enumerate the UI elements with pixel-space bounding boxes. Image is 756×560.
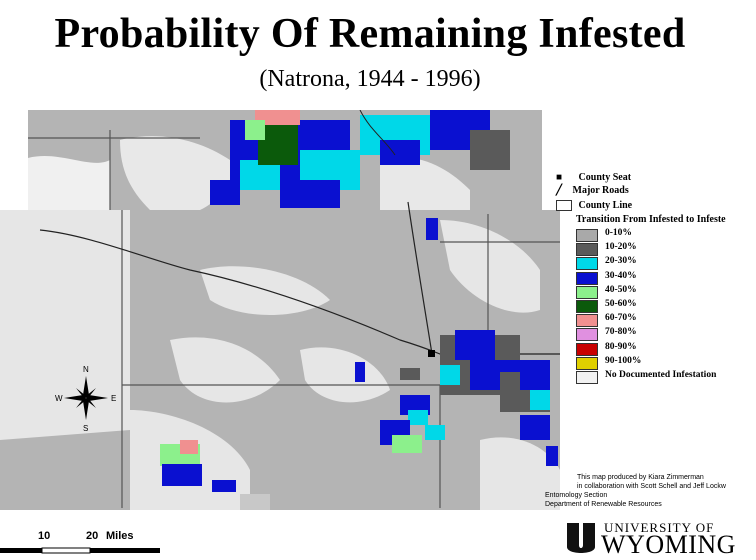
county-line-legend: County Line [556,200,633,212]
county-seat-marker [428,350,435,357]
county-seat-label: County Seat [578,172,632,183]
legend-swatch [576,257,598,271]
legend-label: No Documented Infestation [605,370,717,380]
legend-label: 10-20% [605,242,637,253]
county-seat-legend: ■ County Seat [556,172,631,183]
scale-segment [0,548,42,553]
scale-bar [0,547,160,554]
north-nodata-area [120,136,233,210]
legend-swatch [576,371,598,384]
logo-line2: WYOMING [601,530,736,559]
south-infestation-patches [160,218,558,510]
legend-swatch [576,300,598,313]
north-nodata-area [28,156,110,210]
legend-label: 0-10% [605,228,632,238]
major-road [39,229,560,355]
major-roads-label: Major Roads [572,185,629,196]
county-line-icon [556,200,572,212]
legend-swatch [576,342,598,356]
scale-segment [41,547,91,554]
major-roads-legend: ╱ Major Roads [556,185,629,196]
compass-e: E [111,394,116,403]
legend-swatch [576,243,598,257]
legend-swatch [576,271,598,285]
scale-unit: Miles [106,530,134,542]
scale-segment [90,548,160,553]
legend-label: 50-60% [605,299,637,309]
credits: This map produced by Kiara Zimmerman in … [545,473,726,509]
north-infestation-patches [210,110,510,208]
credit-line: Department of Renewable Resources [545,501,662,508]
infestation-map: N S W E [0,110,560,510]
credit-line: This map produced by Kiara Zimmerman [577,474,704,481]
legend-label: 90-100% [605,355,642,366]
credit-line: in collaboration with Scott Schell and J… [577,483,726,490]
legend-label: 60-70% [605,313,637,324]
compass-w: W [55,394,63,403]
county-line-label: County Line [578,200,633,211]
major-road [359,110,396,156]
legend-label: 40-50% [605,284,637,295]
legend-label: 20-30% [605,256,637,267]
map-title: Probability Of Remaining Infested [54,11,686,57]
legend-heading: Transition From Infested to Infeste [576,214,726,225]
north-nodata-area [380,157,470,210]
major-road [407,201,433,355]
scale-label-10: 10 [38,530,51,542]
university-logo [567,523,595,553]
legend-swatch [576,314,598,328]
u-mark [567,523,595,553]
road-icon: ╱ [556,185,563,196]
map-subtitle: (Natrona, 1944 - 1996) [259,66,481,92]
credit-line: Entomology Section [545,492,608,499]
legend-swatch [576,285,598,299]
legend-swatch [576,328,598,342]
legend-swatch [576,229,598,242]
scale-label-20: 20 [86,530,99,542]
compass-s: S [83,424,88,433]
legend-label: 80-90% [605,341,637,352]
legend-swatch [576,356,598,370]
county-line [28,130,560,508]
county-seat-icon: ■ [556,172,563,183]
compass-n: N [83,365,89,374]
legend-label: 30-40% [605,270,637,281]
legend-label: 70-80% [605,327,637,338]
logo-line1: UNIVERSITY OF [604,520,715,535]
compass-rose: N S W E [55,365,116,433]
